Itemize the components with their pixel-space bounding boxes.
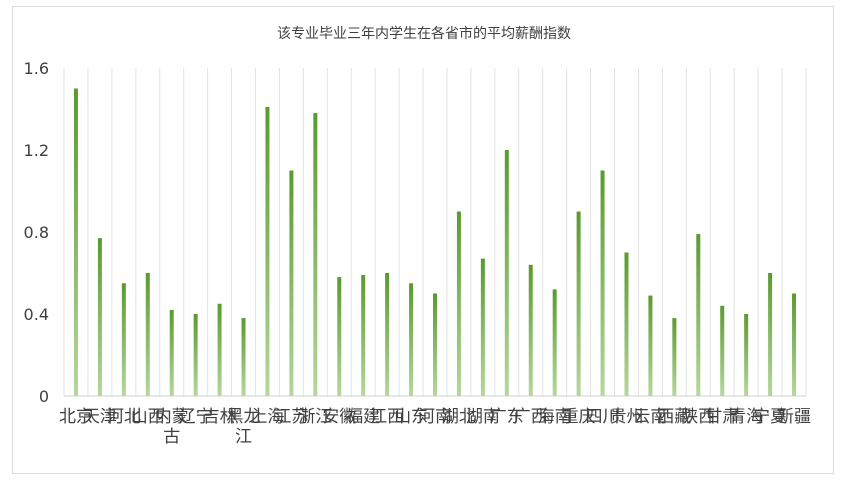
chart-frame: 该专业毕业三年内学生在各省市的平均薪酬指数 0 0.4 0.8 1.2 1.6 北京 天津… bbox=[12, 6, 834, 474]
bar bbox=[672, 318, 677, 396]
x-tick-label: 广西 bbox=[514, 407, 548, 427]
bar bbox=[600, 170, 605, 396]
x-tick-label: 重庆 bbox=[562, 407, 596, 427]
x-tick-label: 辽宁 bbox=[179, 407, 213, 427]
bar bbox=[73, 88, 78, 396]
bar bbox=[265, 106, 270, 396]
bar bbox=[241, 318, 246, 396]
x-tick-label: 江西 bbox=[370, 407, 404, 427]
x-tick-label: 陕西 bbox=[681, 407, 715, 427]
bar bbox=[97, 238, 102, 396]
x-tick-label: 江苏 bbox=[274, 407, 308, 427]
x-tick-label: 浙江 bbox=[298, 407, 332, 427]
x-tick-label: 海南 bbox=[538, 407, 572, 427]
x-tick-label: 河北 bbox=[107, 407, 141, 427]
bar bbox=[337, 277, 342, 396]
bars bbox=[73, 88, 797, 396]
bar bbox=[528, 264, 533, 396]
bar bbox=[696, 234, 701, 396]
bar bbox=[456, 211, 461, 396]
y-tick-label: 0 bbox=[39, 387, 49, 406]
y-tick-label: 1.6 bbox=[24, 59, 49, 78]
bar bbox=[552, 289, 557, 396]
bar-chart: 该专业毕业三年内学生在各省市的平均薪酬指数 0 0.4 0.8 1.2 1.6 北京天津… bbox=[24, 25, 811, 447]
x-tick-label: 四川 bbox=[586, 407, 620, 427]
x-tick-label: 河南 bbox=[418, 407, 452, 427]
bar bbox=[648, 295, 653, 396]
bar bbox=[217, 303, 222, 396]
bar bbox=[145, 273, 150, 396]
x-tick-label: 福建 bbox=[346, 407, 380, 427]
bar bbox=[720, 305, 725, 396]
x-tick-label: 吉林 bbox=[203, 407, 237, 427]
bar bbox=[504, 150, 509, 396]
x-tick-label: 西藏 bbox=[657, 407, 691, 427]
x-tick-label: 青海 bbox=[729, 407, 763, 427]
chart-title: 该专业毕业三年内学生在各省市的平均薪酬指数 bbox=[277, 25, 571, 42]
y-tick-label: 1.2 bbox=[24, 141, 49, 160]
x-tick-label: 安徽 bbox=[322, 407, 356, 427]
bar bbox=[409, 283, 414, 396]
bar bbox=[768, 273, 773, 396]
x-tick-label: 天津 bbox=[83, 407, 117, 427]
bar bbox=[385, 273, 390, 396]
x-tick-label: 北京 bbox=[59, 407, 93, 427]
bar bbox=[433, 293, 437, 396]
bar bbox=[576, 211, 581, 396]
x-tick-label: 黑龙江 bbox=[227, 407, 261, 447]
bar bbox=[169, 309, 174, 396]
bar bbox=[792, 293, 797, 396]
x-tick-label: 湖南 bbox=[466, 407, 500, 427]
x-tick-label: 贵州 bbox=[609, 407, 643, 427]
bar bbox=[480, 258, 485, 396]
x-tick-label: 山西 bbox=[131, 407, 165, 427]
x-tick-label: 云南 bbox=[633, 407, 667, 427]
bar bbox=[193, 314, 198, 396]
x-tick-label: 甘肃 bbox=[705, 407, 739, 427]
bar bbox=[744, 314, 749, 396]
x-tick-label: 山东 bbox=[394, 407, 428, 427]
x-axis-labels: 北京天津河北山西内蒙古辽宁吉林黑龙江上海江苏浙江安徽福建江西山东河南湖北湖南广东… bbox=[59, 407, 811, 447]
x-tick-label: 广东 bbox=[490, 407, 524, 427]
bar bbox=[624, 252, 629, 396]
bar bbox=[361, 275, 366, 396]
y-axis-ticks: 0 0.4 0.8 1.2 1.6 bbox=[24, 59, 49, 406]
x-tick-label: 宁夏 bbox=[753, 407, 787, 427]
y-tick-label: 0.4 bbox=[24, 305, 49, 324]
x-tick-label: 湖北 bbox=[442, 407, 476, 427]
x-tick-label: 上海 bbox=[250, 407, 284, 427]
gridlines bbox=[63, 68, 807, 397]
bar bbox=[121, 283, 126, 396]
bar bbox=[313, 113, 318, 396]
x-tick-label: 内蒙古 bbox=[155, 407, 189, 447]
bar bbox=[289, 170, 294, 396]
x-tick-label: 新疆 bbox=[777, 407, 811, 427]
y-tick-label: 0.8 bbox=[24, 223, 49, 242]
